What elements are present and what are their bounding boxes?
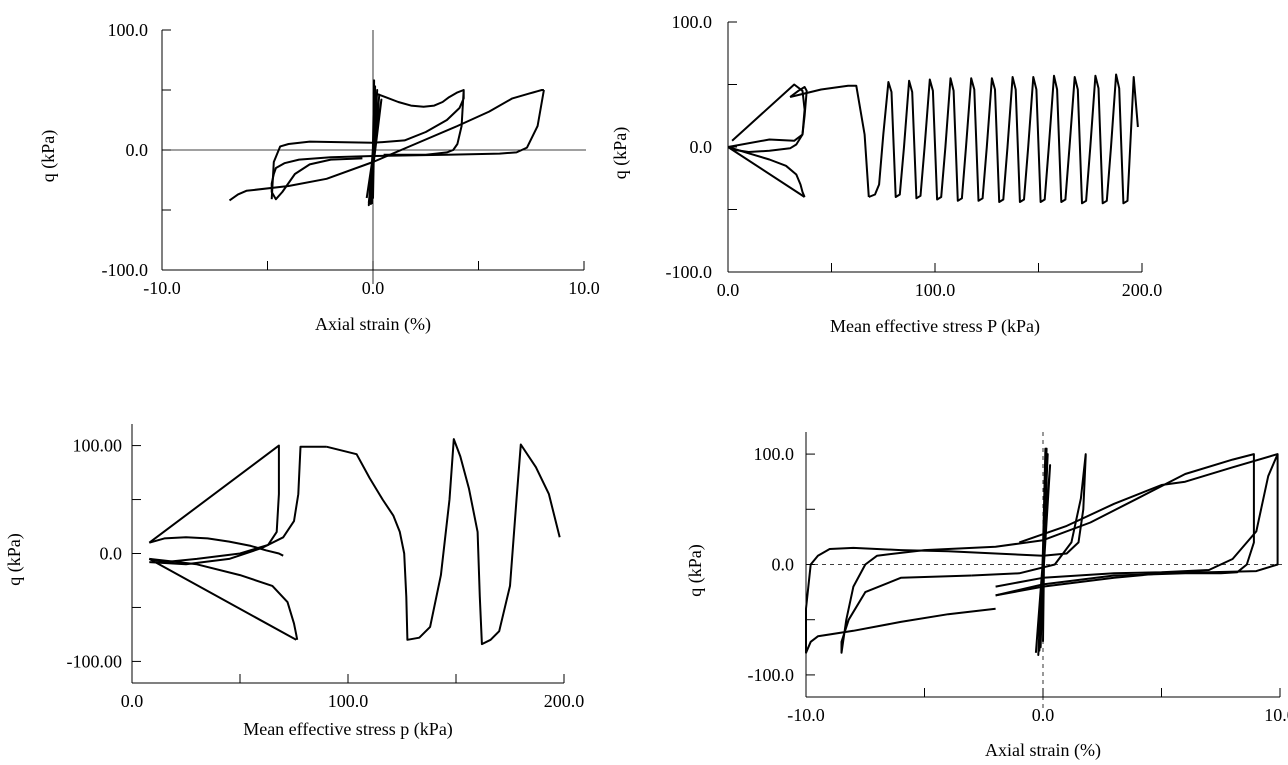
stress-path-series-3 <box>727 146 806 198</box>
x-axis-label: Mean effective stress P (kPa) <box>830 316 1040 337</box>
x-tick-label: 0.0 <box>362 278 385 298</box>
stress-path-series-5 <box>789 84 870 198</box>
stress-path-series-3 <box>840 453 1255 654</box>
stress-path-series-3 <box>149 557 299 640</box>
y-tick-label: 0.0 <box>690 137 713 157</box>
y-tick-label: -100.0 <box>748 665 795 685</box>
y-axis-label: q (kPa) <box>38 130 59 183</box>
stress-path-series-1 <box>148 444 280 564</box>
x-tick-label: 100.0 <box>328 691 369 711</box>
stress-path-series-4 <box>731 86 808 153</box>
y-tick-label: 0.0 <box>772 555 795 575</box>
x-tick-label: 0.0 <box>121 691 144 711</box>
x-axis-label: Axial strain (%) <box>315 314 431 335</box>
y-tick-label: -100.0 <box>666 262 713 282</box>
stress-path-series-4 <box>149 445 327 566</box>
x-tick-label: 10.0 <box>568 278 600 298</box>
y-axis-label: q (kPa) <box>685 544 706 597</box>
y-tick-label: 100.0 <box>754 444 795 464</box>
x-tick-label: 200.0 <box>544 691 585 711</box>
y-tick-label: -100.00 <box>67 651 123 671</box>
x-axis-label: Mean effective stress p (kPa) <box>243 719 453 740</box>
chart-panel-4: -10.0 0.0 10.0 100.0 0.0 -100.0 Axial strain (… <box>685 432 1288 761</box>
y-tick-label: 100.0 <box>108 20 149 40</box>
y-axis-label: q (kPa) <box>4 533 25 586</box>
stress-path-series-2 <box>148 558 297 641</box>
x-tick-label: -10.0 <box>787 705 825 725</box>
x-tick-label: -10.0 <box>143 278 181 298</box>
y-tick-label: 0.0 <box>100 544 123 564</box>
stress-path-series-1 <box>365 79 383 207</box>
x-tick-label: 10.0 <box>1264 705 1288 725</box>
stress-path-series-1 <box>1034 447 1052 656</box>
x-tick-label: 0.0 <box>717 280 740 300</box>
chart-panel-1: -10.0 0.0 10.0 100.0 0.0 -100.0 Axial strain (… <box>38 20 600 335</box>
stress-path-series-5 <box>1018 453 1278 544</box>
stress-path-series-6 <box>868 73 1139 205</box>
stress-path-series-2 <box>727 146 806 198</box>
stress-path-series-5 <box>372 89 465 108</box>
stress-path-series-4 <box>270 89 465 200</box>
x-tick-label: 0.0 <box>1032 705 1055 725</box>
chart-panel-3: 0.0 100.0 200.0 100.00 0.0 -100.00 Mean effect… <box>4 424 584 740</box>
y-axis-label: q (kPa) <box>610 127 631 180</box>
stress-path-series-4 <box>995 453 1279 597</box>
y-tick-label: 100.0 <box>672 12 713 32</box>
stress-path-series-5 <box>149 536 284 557</box>
y-tick-label: -100.0 <box>102 260 149 280</box>
y-tick-label: 0.0 <box>126 140 149 160</box>
y-tick-label: 100.00 <box>73 436 123 456</box>
stress-path-series-3 <box>270 89 545 201</box>
x-axis-label: Axial strain (%) <box>985 740 1101 761</box>
x-tick-label: 100.0 <box>915 280 956 300</box>
stress-path-series-6 <box>326 438 561 646</box>
stress-path-series-2 <box>228 89 544 202</box>
x-tick-label: 200.0 <box>1122 280 1163 300</box>
